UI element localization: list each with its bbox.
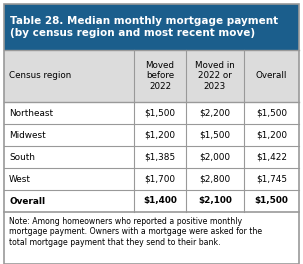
- Text: $1,500: $1,500: [256, 109, 287, 117]
- Text: $2,200: $2,200: [199, 109, 231, 117]
- Text: $2,000: $2,000: [199, 153, 231, 162]
- Text: $1,200: $1,200: [256, 130, 287, 139]
- Text: $1,700: $1,700: [145, 175, 175, 183]
- Text: $1,745: $1,745: [256, 175, 287, 183]
- Text: South: South: [9, 153, 35, 162]
- Text: $1,422: $1,422: [256, 153, 287, 162]
- Text: Overall: Overall: [256, 72, 287, 81]
- Text: Table 28. Median monthly mortgage payment
(by census region and most recent move: Table 28. Median monthly mortgage paymen…: [10, 16, 278, 38]
- Bar: [4, 168, 299, 190]
- Text: $1,385: $1,385: [145, 153, 175, 162]
- Bar: [4, 190, 299, 212]
- Bar: [4, 102, 299, 124]
- Text: Census region: Census region: [9, 72, 71, 81]
- Bar: [4, 124, 299, 146]
- Text: West: West: [9, 175, 31, 183]
- Bar: [4, 50, 299, 102]
- Text: Overall: Overall: [9, 196, 45, 205]
- Text: Moved
before
2022: Moved before 2022: [145, 61, 175, 91]
- Text: Northeast: Northeast: [9, 109, 53, 117]
- Text: $2,100: $2,100: [198, 196, 232, 205]
- Bar: [4, 146, 299, 168]
- Text: Moved in
2022 or
2023: Moved in 2022 or 2023: [195, 61, 235, 91]
- Text: $1,500: $1,500: [199, 130, 231, 139]
- Bar: [4, 4, 299, 50]
- Bar: [4, 212, 299, 264]
- Text: Midwest: Midwest: [9, 130, 46, 139]
- Text: $2,800: $2,800: [199, 175, 231, 183]
- Text: $1,200: $1,200: [145, 130, 175, 139]
- Text: $1,400: $1,400: [143, 196, 177, 205]
- Text: $1,500: $1,500: [145, 109, 175, 117]
- Text: $1,500: $1,500: [255, 196, 288, 205]
- Text: Note: Among homeowners who reported a positive monthly
mortgage payment. Owners : Note: Among homeowners who reported a po…: [9, 217, 262, 247]
